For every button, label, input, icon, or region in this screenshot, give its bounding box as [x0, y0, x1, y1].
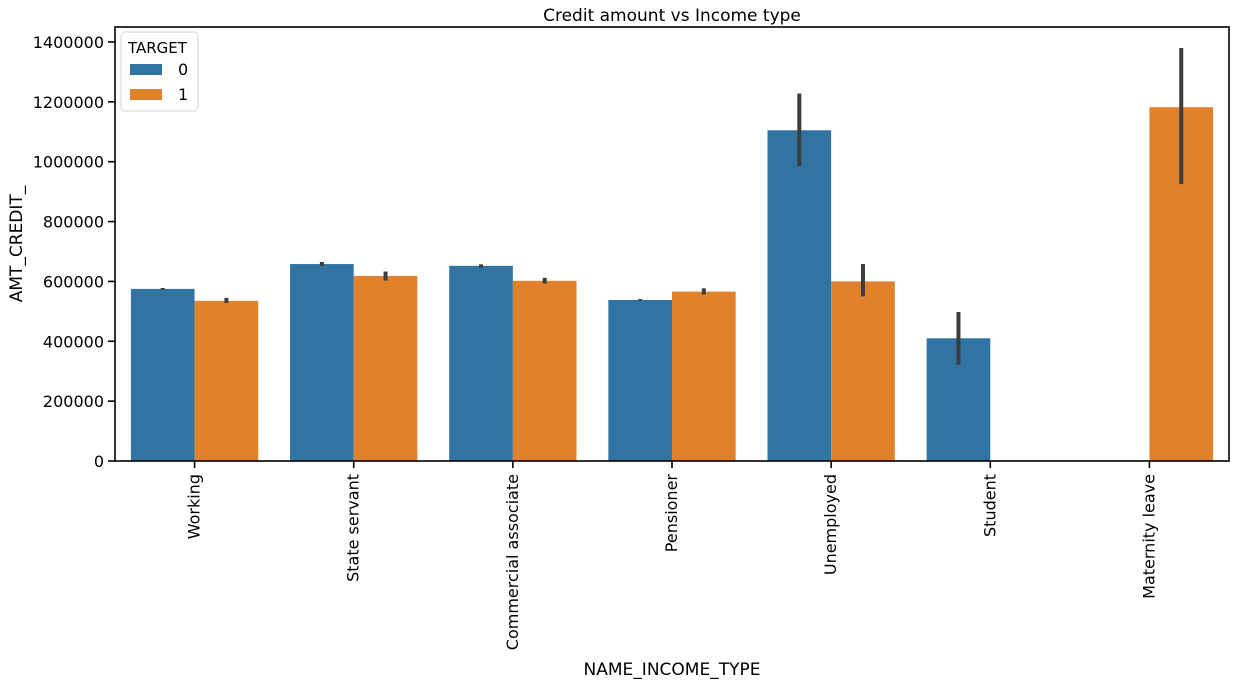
- legend-swatch-0: [130, 64, 162, 75]
- x-tick-label-5: Student: [980, 474, 999, 537]
- y-tick-label-5: 1000000: [33, 153, 104, 172]
- bar-0-0: [130, 288, 195, 461]
- bar-1-1: [353, 276, 418, 461]
- x-tick-label-6: Maternity leave: [1139, 474, 1158, 599]
- y-tick-label-7: 1400000: [33, 33, 104, 52]
- y-tick-label-4: 800000: [43, 213, 104, 232]
- bar-0-1: [290, 264, 354, 461]
- bar-1-0: [194, 300, 259, 461]
- bar-0-4: [767, 130, 832, 461]
- bar-1-2: [512, 280, 577, 461]
- x-tick-label-0: Working: [185, 474, 204, 539]
- x-tick-label-3: Pensioner: [662, 474, 681, 553]
- legend-title: TARGET: [127, 39, 188, 57]
- bar-1-4: [831, 281, 895, 461]
- x-tick-label-4: Unemployed: [821, 474, 840, 575]
- y-tick-label-1: 200000: [43, 392, 104, 411]
- y-tick-label-6: 1200000: [33, 93, 104, 112]
- bar-0-3: [608, 299, 672, 461]
- legend-swatch-1: [130, 89, 162, 100]
- legend: TARGET 0 1: [120, 31, 199, 112]
- bar-0-2: [449, 265, 513, 461]
- y-tick-label-0: 0: [94, 452, 104, 471]
- y-tick-label-3: 600000: [43, 272, 104, 291]
- x-tick-label-2: Commercial associate: [503, 474, 522, 650]
- y-axis-title: AMT_CREDIT_: [7, 185, 27, 302]
- chart-title: Credit amount vs Income type: [543, 6, 801, 26]
- x-axis: Working State servant Commercial associate…: [185, 461, 1158, 650]
- y-tick-label-2: 400000: [43, 332, 104, 351]
- error-bars-layer: [160, 47, 1184, 365]
- y-axis: 0 200000 400000 600000 800000 1000000 1200000 1…: [33, 33, 115, 471]
- bars-layer: [130, 107, 1214, 461]
- bar-1-3: [672, 291, 736, 461]
- x-axis-title: NAME_INCOME_TYPE: [584, 660, 761, 680]
- x-tick-label-1: State servant: [344, 474, 363, 582]
- legend-label-1: 1: [178, 85, 188, 104]
- legend-label-0: 0: [178, 60, 188, 79]
